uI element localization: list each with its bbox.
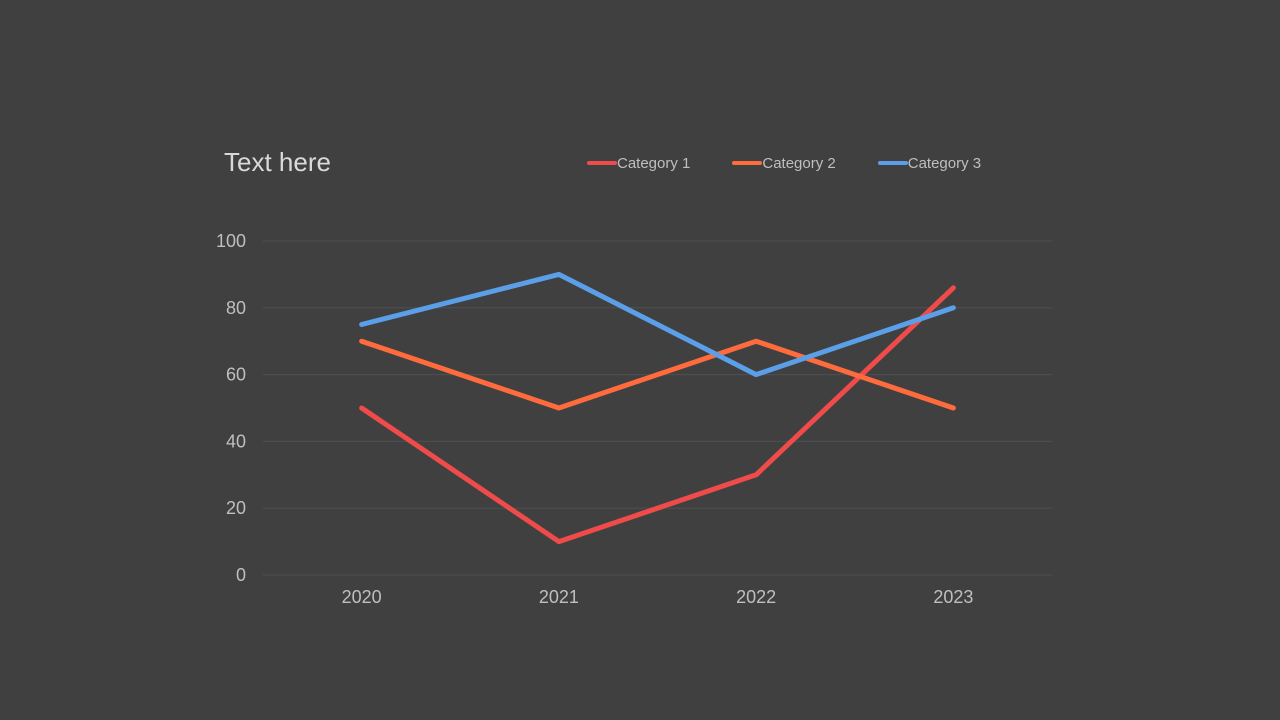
legend: Category 1 Category 2 Category 3	[587, 153, 981, 173]
legend-swatch-category-2	[732, 161, 763, 165]
x-tick-label-2023: 2023	[933, 587, 973, 607]
x-tick-label-2022: 2022	[736, 587, 776, 607]
chart-title: Text here	[224, 147, 331, 177]
legend-label-category-2: Category 2	[762, 154, 836, 172]
y-tick-label-0: 0	[236, 565, 246, 585]
legend-item-category-3: Category 3	[877, 154, 982, 172]
legend-label-category-1: Category 1	[617, 154, 691, 172]
legend-swatch-category-3	[877, 161, 908, 165]
legend-label-category-3: Category 3	[907, 154, 982, 172]
legend-item-category-2: Category 2	[732, 154, 836, 172]
legend-item-category-1: Category 1	[587, 155, 690, 172]
y-tick-label-100: 100	[216, 231, 246, 251]
y-tick-label-20: 20	[226, 498, 246, 518]
x-tick-label-2021: 2021	[539, 587, 579, 607]
series-line-category-2	[359, 338, 956, 411]
y-tick-label-60: 60	[226, 365, 246, 385]
series-line-category-3	[359, 271, 956, 378]
y-tick-label-40: 40	[226, 431, 246, 451]
y-tick-label-80: 80	[226, 298, 246, 318]
legend-swatch-category-1	[587, 161, 617, 165]
x-tick-label-2020: 2020	[342, 587, 382, 607]
series-line-category-1	[359, 285, 956, 545]
